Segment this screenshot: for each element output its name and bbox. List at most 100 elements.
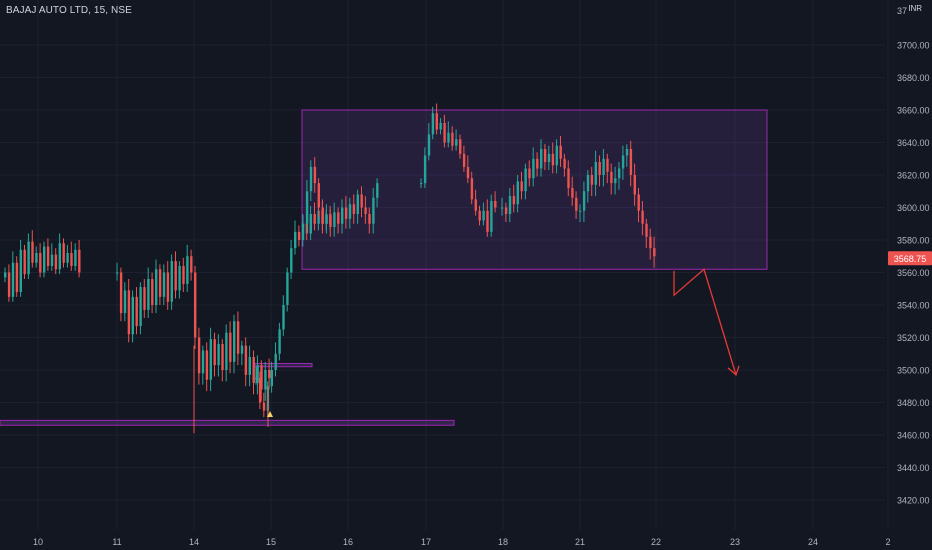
candle-body: [166, 272, 170, 302]
candle-body: [551, 153, 555, 166]
candle-body: [478, 210, 481, 221]
candle-body: [66, 253, 69, 263]
candle-body: [194, 272, 197, 338]
candle-body: [459, 139, 462, 154]
candle-body: [74, 249, 77, 266]
currency-label[interactable]: INR: [908, 4, 922, 13]
candle-body: [427, 134, 431, 156]
candle-body: [317, 183, 320, 208]
candle-body: [127, 290, 131, 335]
candle-body: [7, 272, 11, 297]
candle-body: [39, 253, 42, 273]
candle-body: [435, 113, 438, 130]
candle-body: [178, 266, 181, 291]
candle-body: [528, 168, 531, 179]
candle-body: [119, 272, 123, 314]
zone-support-line: [0, 419, 455, 426]
x-axis: 10 11 14 15 16 17 18 21 22 23 24 2: [33, 537, 891, 547]
candle-body: [376, 183, 379, 198]
candle-body: [50, 254, 54, 266]
candle-body: [501, 207, 504, 209]
candle-body: [309, 166, 313, 192]
candle-body: [201, 350, 205, 374]
zones: [0, 109, 768, 426]
x-tick-label: 16: [343, 537, 353, 547]
candle-body: [313, 166, 317, 184]
candle-body: [190, 256, 193, 273]
candle-body: [78, 249, 81, 273]
candle-body: [520, 181, 523, 192]
candle-body: [286, 272, 289, 305]
candle-body: [4, 272, 7, 278]
candle-body: [420, 183, 423, 185]
candle-body: [653, 248, 656, 257]
candle-body: [443, 123, 446, 143]
x-tick-label: 18: [498, 537, 508, 547]
candle-body: [325, 215, 328, 224]
candle-body: [590, 175, 594, 185]
candle-body: [46, 246, 50, 266]
last-price-label: 3568.75: [894, 254, 927, 264]
x-tick-label: 17: [421, 537, 431, 547]
candle-body: [255, 378, 258, 380]
candle-body: [524, 168, 527, 192]
candle-body: [586, 175, 590, 192]
candle-body: [264, 370, 267, 390]
candle-body: [508, 196, 512, 214]
candle-body: [451, 132, 454, 146]
candle-body: [147, 279, 150, 310]
candle-body: [559, 145, 562, 159]
y-axis: 3420.00 3440.00 3460.00 3480.00 3500.00 3520.…: [897, 6, 930, 506]
candle-body: [356, 194, 359, 214]
candle-body: [621, 155, 625, 169]
candle-body: [490, 201, 493, 232]
candle-body: [116, 272, 119, 274]
candle-body: [567, 168, 570, 188]
candle-body: [170, 261, 173, 302]
candle-body: [252, 357, 255, 383]
y-tick-label: 3620.00: [897, 171, 930, 181]
candle-body: [240, 345, 244, 354]
x-tick-label: 24: [808, 537, 818, 547]
candle-body: [309, 214, 312, 234]
candle-body: [143, 287, 146, 310]
candle-body: [321, 207, 324, 224]
candle-body: [209, 339, 212, 380]
candle-body: [360, 194, 363, 208]
candle-body: [58, 243, 61, 270]
candle-body: [447, 132, 450, 143]
candle-body: [186, 256, 189, 284]
y-tick-label: 3540.00: [897, 301, 930, 311]
candle-body: [182, 266, 185, 284]
candle-body: [155, 269, 158, 305]
candle-body: [294, 231, 297, 249]
candle-body: [282, 305, 285, 330]
candle-body: [205, 350, 209, 380]
candle-body: [35, 253, 38, 263]
candle-body: [305, 191, 309, 224]
x-tick-label: 10: [33, 537, 43, 547]
candle-body: [258, 378, 262, 403]
candle-body: [229, 332, 232, 362]
candle-body: [23, 249, 26, 275]
zone-range: [301, 109, 768, 270]
y-tick-label: 3500.00: [897, 366, 930, 376]
gridlines: [0, 0, 889, 530]
signal-marker: [267, 411, 273, 417]
candle-body: [260, 365, 263, 390]
projection-path: [673, 268, 740, 377]
last-price-tag: 3568.75: [888, 251, 932, 266]
candle-body: [462, 153, 466, 167]
candle-body: [598, 162, 601, 175]
y-tick-label: 3420.00: [897, 496, 930, 506]
x-tick-label: 2: [885, 537, 890, 547]
y-tick-label: 3440.00: [897, 463, 930, 473]
candle-body: [162, 272, 166, 297]
candle-body: [364, 207, 367, 214]
candle-body: [151, 279, 154, 305]
candle-body: [423, 155, 427, 184]
candle-body: [197, 337, 201, 374]
y-tick-label: 3640.00: [897, 138, 930, 148]
candle-body: [439, 123, 442, 130]
